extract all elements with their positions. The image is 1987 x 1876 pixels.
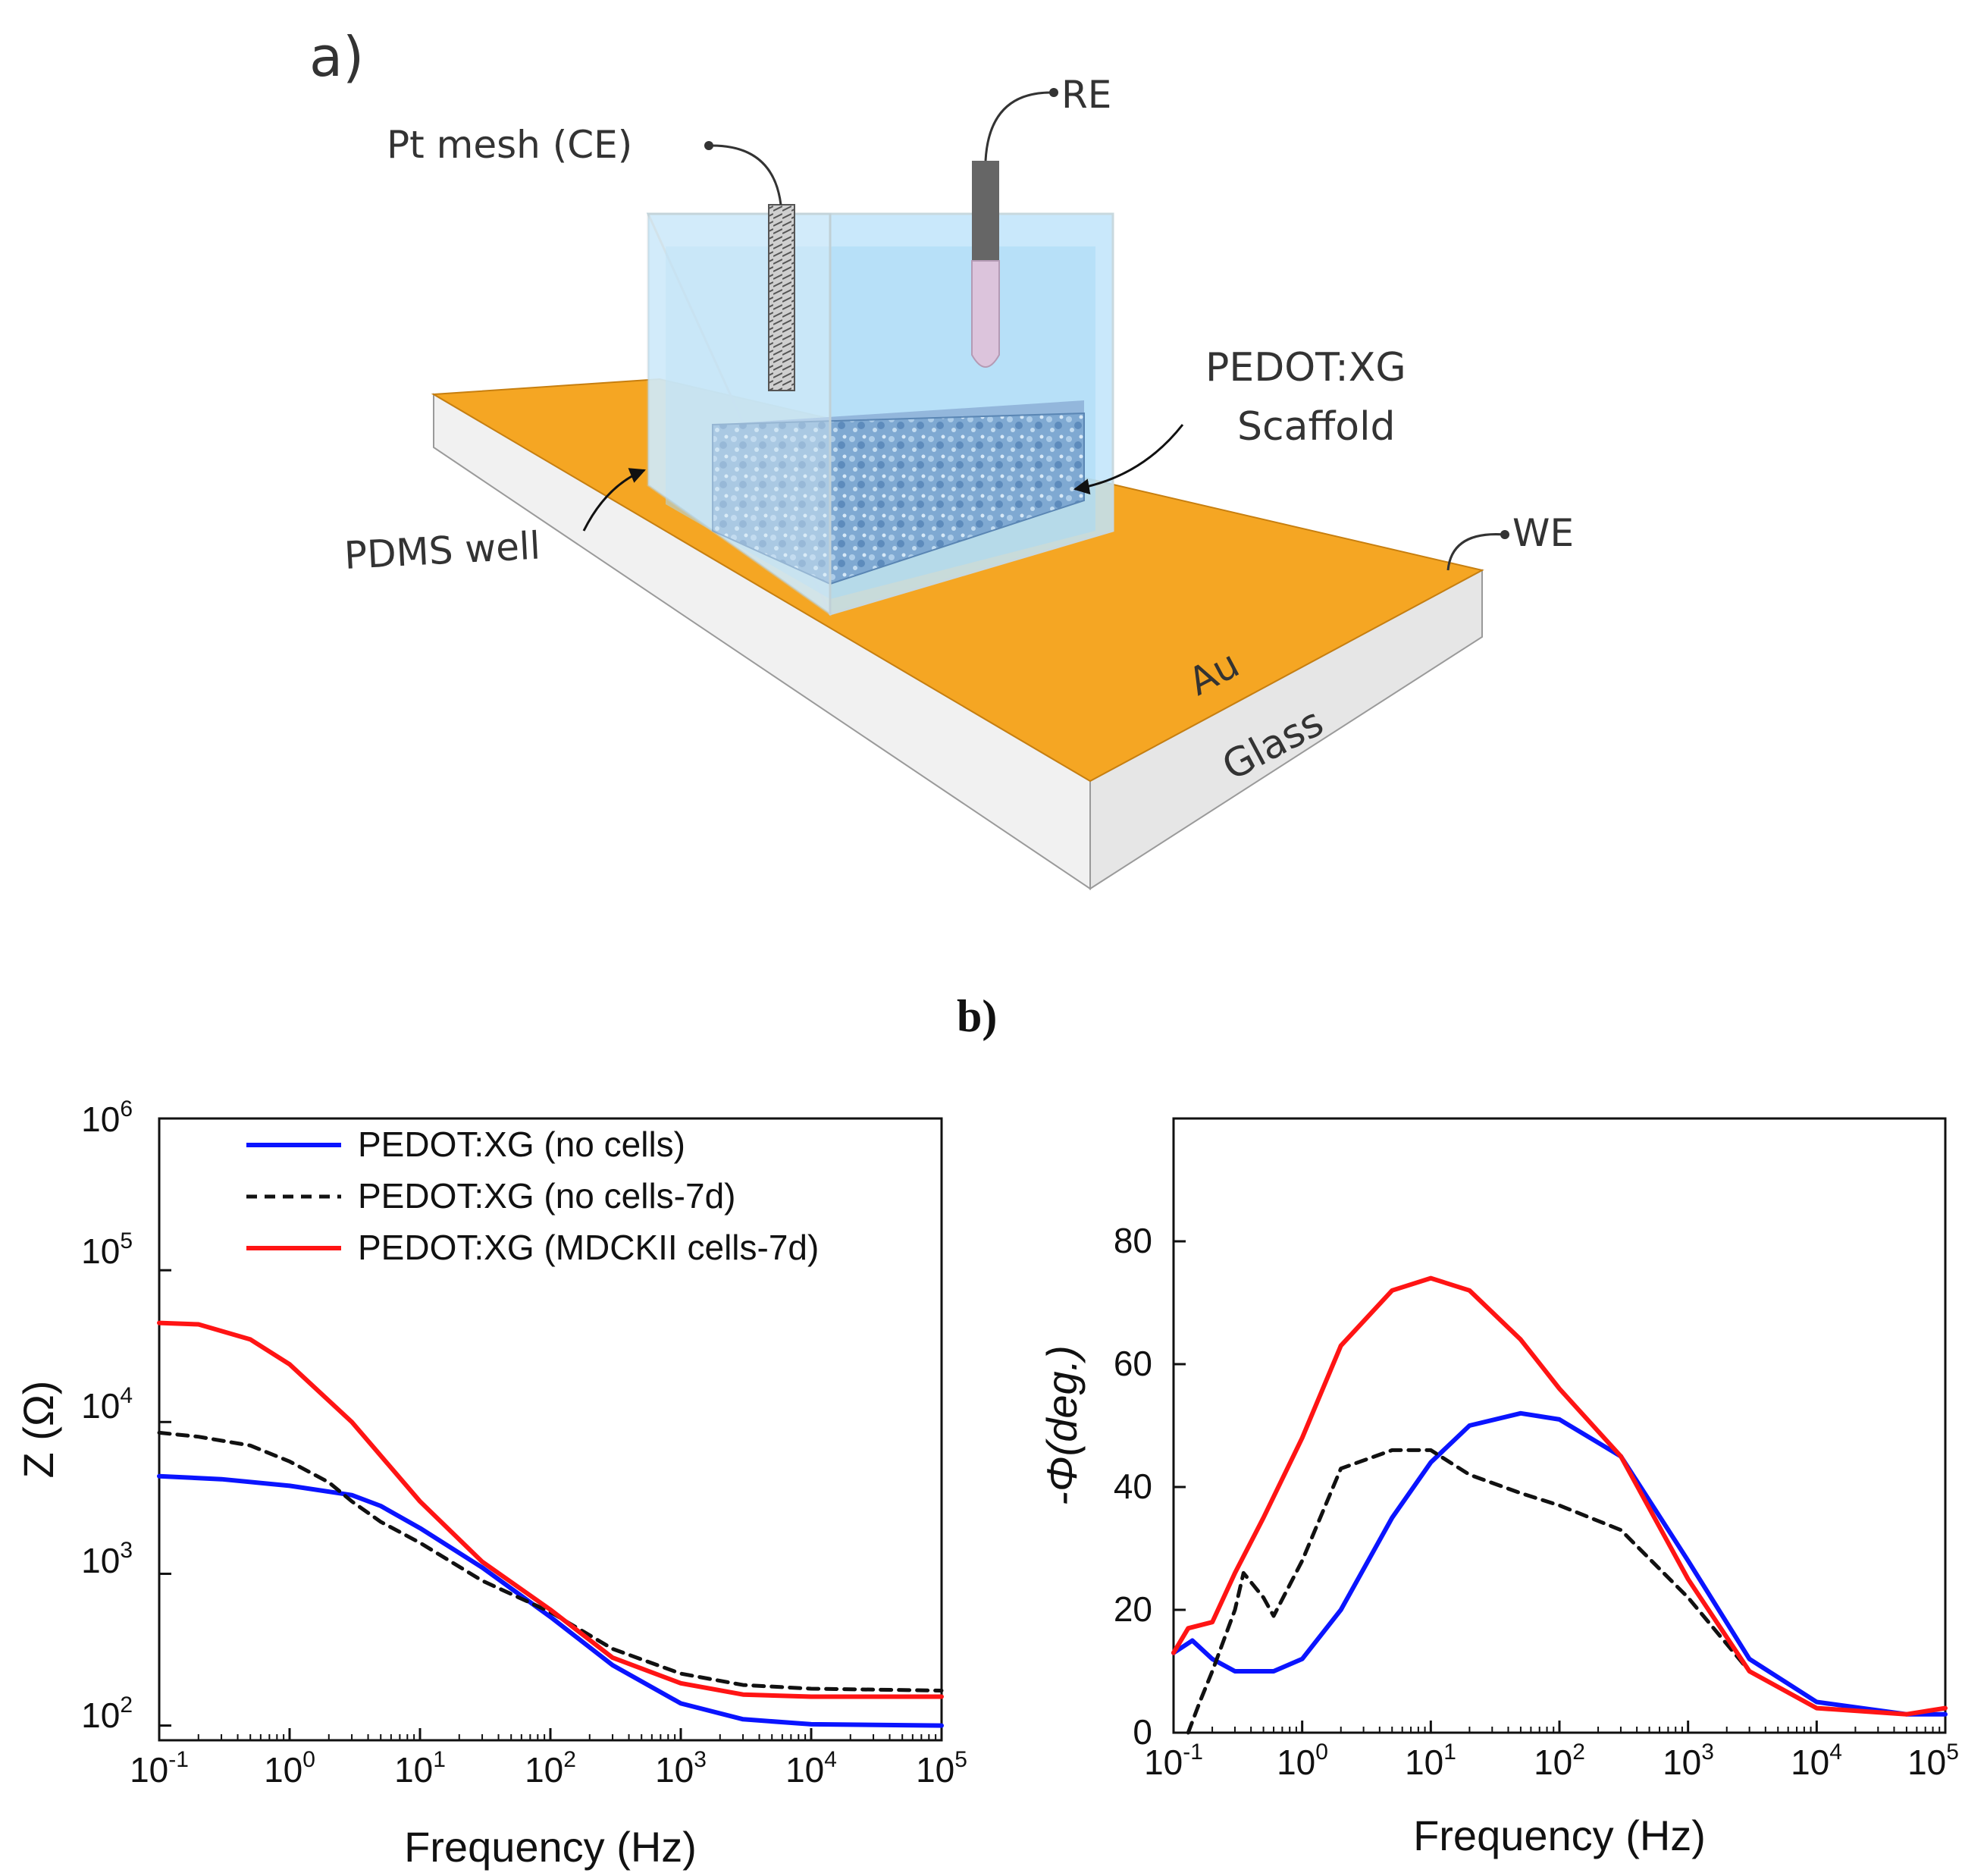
c1-xlabel: Frequency (Hz) bbox=[404, 1823, 697, 1871]
c2-xtick-4: 103 bbox=[1663, 1740, 1714, 1782]
c2-xtick-1: 100 bbox=[1277, 1740, 1328, 1782]
c2-ylabel: -Φ(deg.) bbox=[1038, 1345, 1086, 1506]
c2-xtick-6: 105 bbox=[1907, 1740, 1959, 1782]
c2-xtick-3: 102 bbox=[1534, 1740, 1585, 1782]
legend-label-no-cells-7d: PEDOT:XG (no cells-7d) bbox=[358, 1176, 735, 1216]
c2-ytick-1: 20 bbox=[1114, 1589, 1152, 1629]
c2-ytick-4: 80 bbox=[1114, 1221, 1152, 1260]
impedance-series bbox=[157, 1320, 944, 1728]
c2-series-1 bbox=[1186, 1448, 1948, 1735]
c2-ytick-0: 0 bbox=[1133, 1712, 1152, 1752]
legend-label-mdck: PEDOT:XG (MDCKII cells-7d) bbox=[358, 1228, 819, 1267]
c1-xtick-5: 104 bbox=[785, 1747, 837, 1790]
c1-xtick-4: 103 bbox=[655, 1747, 707, 1790]
re-electrode-tip bbox=[971, 260, 1000, 368]
scaffold-block bbox=[712, 412, 1085, 585]
c1-series-2 bbox=[157, 1320, 944, 1699]
ce-label: Pt mesh (CE) bbox=[387, 123, 632, 167]
re-label: RE bbox=[1061, 73, 1111, 117]
phase-chart: 10-1 100 101 102 103 104 105 0 20 40 60 … bbox=[1038, 1117, 1959, 1859]
we-label: WE bbox=[1512, 511, 1574, 555]
impedance-ticks bbox=[158, 1117, 943, 1740]
c1-xtick-0: 10-1 bbox=[130, 1747, 189, 1790]
panel-a-label: a) bbox=[309, 25, 364, 89]
c1-ytick-0: 102 bbox=[81, 1692, 133, 1735]
c1-xtick-2: 101 bbox=[394, 1747, 446, 1790]
c2-xtick-2: 101 bbox=[1405, 1740, 1456, 1782]
c2-ytick-2: 40 bbox=[1114, 1467, 1152, 1506]
re-electrode-body bbox=[972, 161, 999, 261]
scaffold-label-1: PEDOT:XG bbox=[1205, 345, 1406, 391]
scaffold-label-2: Scaffold bbox=[1237, 404, 1396, 450]
c1-ytick-3: 105 bbox=[81, 1228, 133, 1271]
c2-series-0 bbox=[1171, 1410, 1948, 1717]
c1-xtick-1: 100 bbox=[264, 1747, 315, 1790]
pt-mesh-electrode bbox=[768, 204, 795, 391]
legend: PEDOT:XG (no cells) PEDOT:XG (no cells-7… bbox=[246, 1125, 819, 1267]
c1-ytick-2: 104 bbox=[81, 1383, 133, 1426]
c1-ytick-4: 106 bbox=[81, 1096, 133, 1139]
c2-xlabel: Frequency (Hz) bbox=[1413, 1812, 1706, 1859]
c2-xtick-0: 10-1 bbox=[1144, 1740, 1203, 1782]
phase-ticks bbox=[1172, 1240, 1947, 1734]
phase-series bbox=[1171, 1275, 1948, 1735]
panel-a-schematic: a) Pt mesh (CE) RE PEDOT:XG bbox=[309, 25, 1574, 890]
c2-xtick-5: 104 bbox=[1791, 1740, 1842, 1782]
c2-series-2 bbox=[1171, 1275, 1948, 1717]
c1-series-0 bbox=[157, 1473, 944, 1728]
impedance-chart: 10-1 100 101 102 103 104 105 102 103 104… bbox=[14, 1096, 967, 1871]
c1-xtick-3: 102 bbox=[525, 1747, 576, 1790]
legend-label-no-cells: PEDOT:XG (no cells) bbox=[358, 1125, 685, 1164]
pdms-label: PDMS well bbox=[343, 524, 542, 578]
c1-series-1 bbox=[157, 1430, 944, 1692]
c1-ylabel: Z (Ω) bbox=[14, 1381, 62, 1479]
c2-ytick-3: 60 bbox=[1114, 1344, 1152, 1383]
c1-xtick-6: 105 bbox=[916, 1747, 967, 1790]
phase-plot-frame bbox=[1172, 1117, 1947, 1734]
c1-ytick-1: 103 bbox=[81, 1538, 133, 1580]
panel-b-label: b) bbox=[957, 991, 997, 1041]
